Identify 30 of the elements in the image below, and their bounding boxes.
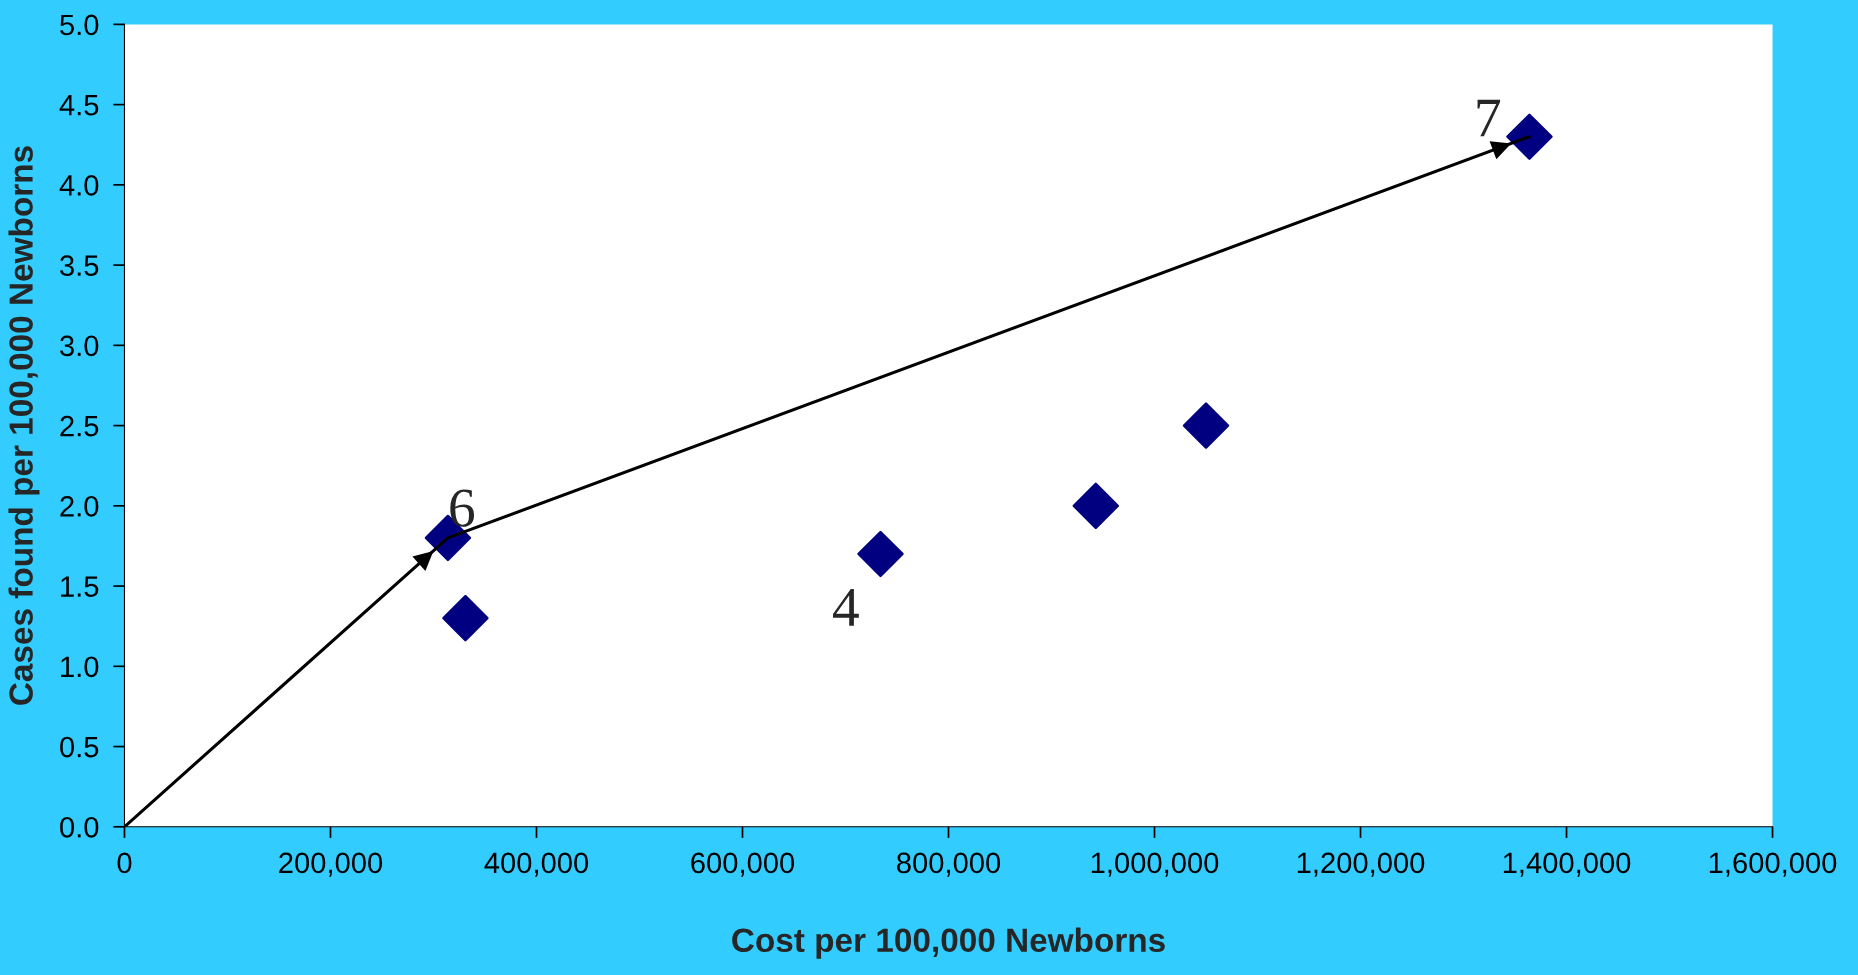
y-tick-label: 0.5 <box>60 736 99 758</box>
annotation: 7 <box>1477 99 1501 137</box>
annotation: 4 <box>833 589 859 626</box>
x-tick-label: 1,200,000 <box>1297 852 1425 877</box>
y-axis-title: Cases found per 100,000 Newborns <box>8 146 40 705</box>
y-tick-label: 0.0 <box>60 817 99 838</box>
point <box>442 594 489 642</box>
x-tick-label: 600,000 <box>691 852 795 877</box>
point <box>1072 482 1119 530</box>
point <box>1506 113 1553 160</box>
y-tick-label: 5.0 <box>60 14 99 36</box>
y-tick-label: 2.5 <box>60 415 99 437</box>
x-tick-label: 800,000 <box>897 852 1001 877</box>
annotation: 6 <box>450 489 475 527</box>
x-tick-label: 400,000 <box>484 852 589 877</box>
y-tick-label: 4.0 <box>59 175 99 196</box>
point <box>857 530 904 578</box>
y-tick-label: 1.5 <box>61 576 99 597</box>
y-tick-label: 4.5 <box>59 95 99 116</box>
y-tick-label: 1.0 <box>61 656 99 678</box>
x-tick-label: 200,000 <box>279 852 383 877</box>
point <box>1182 402 1230 449</box>
x-axis-title: Cost per 100,000 Newborns <box>732 927 1165 959</box>
x-tick-label: 1,000,000 <box>1091 852 1219 877</box>
y-tick-label: 3.0 <box>60 335 99 357</box>
y-tick-label: 3.5 <box>60 255 99 276</box>
x-tick-label: 1,400,000 <box>1503 852 1631 877</box>
x-tick-label: 0 <box>117 852 132 874</box>
x-tick-label: 1,600,000 <box>1709 852 1837 877</box>
y-tick-label: 2.0 <box>60 496 99 517</box>
